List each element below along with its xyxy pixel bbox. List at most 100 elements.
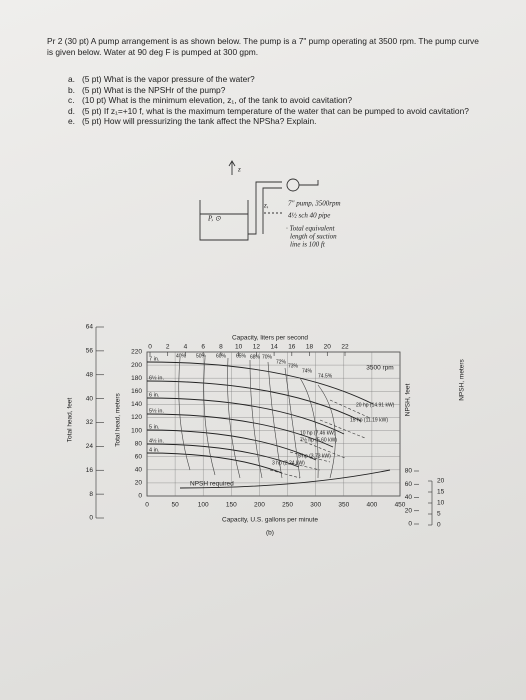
sketch-label: P, ⊙: [207, 215, 221, 223]
impeller-curves: [146, 361, 374, 474]
impeller-label: 4 in.: [149, 447, 160, 453]
questions: a. (5 pt) What is the vapor pressure of t…: [68, 74, 483, 127]
y-tick-label: 56: [86, 348, 94, 355]
efficiency-label: 40%: [176, 353, 187, 359]
y-tick-label: 220: [131, 349, 142, 356]
efficiency-label: 74%: [302, 368, 313, 374]
y-tick-label: 24: [86, 443, 94, 450]
grid: [146, 351, 401, 497]
q-text: (5 pt) What is the vapor pressure of the…: [82, 74, 255, 84]
npsh-curve: [179, 469, 391, 489]
question: a. (5 pt) What is the vapor pressure of t…: [68, 74, 483, 85]
q-text: (10 pt) What is the minimum elevation, z…: [82, 95, 353, 106]
y-tick-label: 10: [437, 500, 445, 507]
efficiency-label: 65%: [236, 353, 247, 359]
q-text: (5 pt) If z₁=+10 f, what is the maximum …: [82, 105, 469, 116]
power-label: 20 hp (14.91 kW): [356, 402, 395, 408]
efficiency-label: 70%: [262, 354, 273, 360]
y-tick-label: 20: [437, 478, 445, 485]
question: e. (5 pt) How will pressurizing the tank …: [68, 116, 483, 127]
axis-title: NPSH, meters: [459, 358, 466, 400]
impeller-label: 5½ in.: [149, 407, 164, 414]
q-label: a.: [68, 74, 75, 84]
impeller-label: 4½ in.: [149, 437, 164, 444]
caption: (b): [266, 530, 274, 537]
efficiency-label: 73%: [288, 363, 299, 369]
x-tick-label: 20: [324, 344, 332, 351]
axis-title: Total head, feet: [67, 398, 74, 443]
q-label: d.: [68, 105, 75, 116]
x-tick-label: 300: [310, 502, 321, 509]
x-tick-label: 200: [254, 502, 265, 509]
x-tick-label: 50: [171, 502, 179, 509]
power-label: 15 hp (11.19 kW): [350, 417, 388, 423]
x-tick-label: 2: [166, 344, 170, 351]
y-tick-label: 16: [86, 467, 94, 474]
sketch-label: 4½ sch 40 pipe: [288, 212, 330, 220]
plot-frame: [146, 351, 401, 497]
impeller-label: 7 in.: [149, 356, 160, 362]
sketch-note: · Total equivalent: [286, 225, 336, 233]
y-tick-label: 40: [135, 467, 143, 474]
x-tick-label: 6: [201, 344, 205, 351]
y-tick-label: 120: [131, 414, 142, 421]
y-tick-label: 200: [131, 362, 142, 369]
power-label: 3 hp (2.24 kW): [272, 460, 305, 466]
y-tick-label: 140: [131, 401, 142, 408]
power-label: 7½ hp (5.60 kW): [300, 436, 337, 443]
impeller-label: 5 in.: [149, 424, 160, 430]
question: d. (5 pt) If z₁=+10 f, what is the maximu…: [68, 106, 483, 117]
y-tick-label: 0: [437, 522, 441, 529]
question: b. (5 pt) What is the NPSHr of the pump?: [68, 85, 483, 96]
efficiency-label: 50%: [196, 353, 207, 359]
x-tick-label: 14: [270, 344, 278, 351]
x-tick-label: 400: [366, 502, 377, 509]
x-tick-label: 100: [198, 502, 209, 509]
y-tick-label: 8: [89, 491, 93, 498]
y-tick-label: 100: [131, 427, 142, 434]
sketch-note: line is 100 ft: [290, 241, 326, 249]
y-tick-label: 64: [86, 324, 94, 331]
x-tick-label: 16: [288, 344, 296, 351]
power-lines: [269, 399, 371, 479]
y-tick-label: 0: [89, 515, 93, 522]
sketch-label: 7" pump, 3500rpm: [288, 200, 341, 208]
axis-title: Capacity, liters per second: [232, 335, 308, 342]
impeller-label: 6 in.: [149, 392, 160, 398]
efficiency-label: 68%: [250, 354, 261, 360]
sketch-label: z,: [263, 202, 269, 210]
question: c. (10 pt) What is the minimum elevation,…: [68, 95, 483, 106]
x-tick-label: 450: [395, 502, 406, 509]
efficiency-curves: [178, 357, 336, 479]
y-tick-label: 160: [131, 388, 142, 395]
q-label: c.: [68, 95, 75, 106]
y-tick-label: 0: [138, 493, 142, 500]
y-tick-label: 20: [405, 507, 413, 514]
y-tick-label: 20: [135, 480, 143, 487]
power-label: 5 hp (3.73 kW): [298, 453, 331, 459]
axis-title: Capacity, U.S. gallons per minute: [222, 517, 318, 524]
power-label: 10 hp (7.46 kW): [300, 430, 336, 436]
y-tick-label: 0: [408, 521, 412, 528]
axis-title: NPSH, feet: [405, 384, 412, 417]
y-tick-label: 80: [135, 440, 143, 447]
x-tick-label: 10: [235, 344, 243, 351]
y-tick-label: 180: [131, 375, 142, 382]
sketch: [199, 160, 319, 241]
x-tick-label: 4: [184, 344, 188, 351]
y-tick-label: 80: [405, 468, 413, 475]
x-tick-label: 18: [306, 344, 314, 351]
q-label: b.: [68, 84, 75, 95]
x-tick-label: 12: [253, 344, 261, 351]
speed-label: 3500 rpm: [366, 365, 393, 372]
x-tick-label: 0: [148, 344, 152, 351]
problem-header: Pr 2 (30 pt) A pump arrangement is as sh…: [47, 36, 479, 57]
efficiency-label: 60%: [216, 353, 227, 359]
q-text: (5 pt) How will pressurizing the tank af…: [82, 116, 317, 127]
y-tick-label: 60: [405, 481, 413, 488]
x-tick-label: 0: [145, 502, 149, 509]
sketch-note: length of suction: [290, 233, 337, 241]
y-tick-label: 60: [135, 453, 143, 460]
y-tick-label: 15: [437, 489, 445, 496]
